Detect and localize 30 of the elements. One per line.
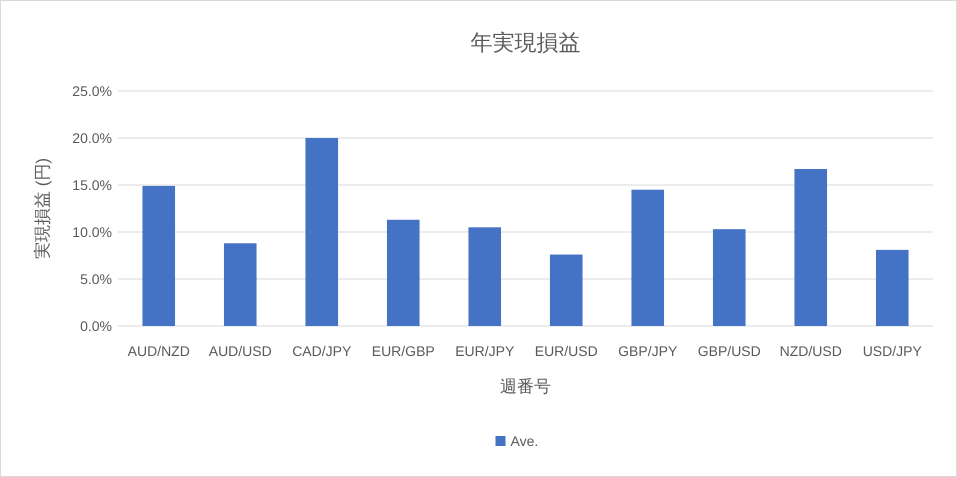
x-tick-label: AUD/USD (208, 343, 272, 359)
bar (305, 138, 338, 326)
y-tick-label: 15.0% (72, 177, 112, 193)
x-tick-label: GBP/USD (698, 343, 761, 359)
bar (712, 229, 746, 326)
bar (794, 169, 828, 326)
x-tick-label: EUR/JPY (455, 343, 515, 359)
y-axis-title: 実現損益 (円) (33, 158, 52, 260)
bar (550, 254, 583, 326)
bar (224, 243, 257, 326)
x-tick-label: GBP/JPY (618, 343, 678, 359)
y-tick-label: 0.0% (80, 318, 112, 334)
x-tick-label: EUR/USD (534, 343, 598, 359)
bar (386, 220, 420, 326)
y-tick-label: 20.0% (72, 130, 112, 146)
x-tick-label: CAD/JPY (292, 343, 352, 359)
chart-title: 年実現損益 (470, 30, 580, 55)
y-tick-label: 5.0% (80, 271, 112, 287)
x-tick-label: AUD/NZD (128, 343, 190, 359)
bar (876, 250, 909, 326)
bar (631, 190, 664, 326)
x-tick-label: NZD/USD (780, 343, 842, 359)
y-tick-label: 10.0% (72, 224, 112, 240)
x-tick-label: EUR/GBP (372, 343, 435, 359)
x-tick-label: USD/JPY (862, 343, 922, 359)
y-tick-label: 25.0% (72, 83, 112, 99)
x-axis-title: 週番号 (500, 377, 551, 396)
bar (468, 227, 502, 326)
legend-label: Ave. (510, 433, 538, 449)
bar (142, 186, 176, 326)
